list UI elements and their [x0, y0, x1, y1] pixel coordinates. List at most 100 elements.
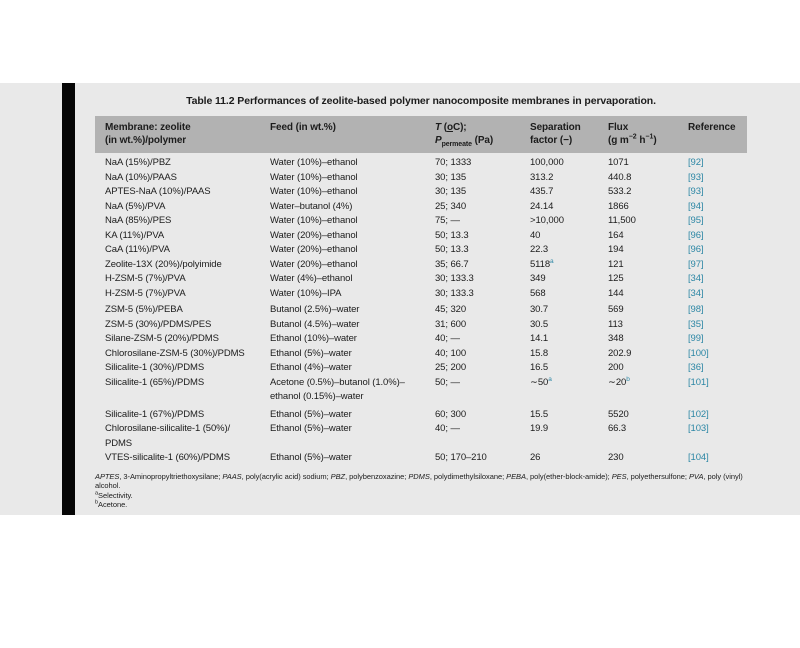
reference-link[interactable]: [103] [688, 423, 709, 434]
cell-flux: 1071 [608, 157, 629, 168]
reference-link[interactable]: [34] [688, 273, 704, 284]
cell-temperature-pressure: 40; — [435, 333, 460, 344]
table-row: NaA (15%)/PBZ Water (10%)–ethanol 70; 1333… [95, 156, 747, 171]
cell-temperature-pressure: 25; 200 [435, 362, 466, 373]
cell-reference: [96] [688, 229, 747, 244]
page-gray-band [0, 83, 800, 515]
cell-feed: Butanol (4.5%)–water [270, 318, 360, 330]
reference-link[interactable]: [96] [688, 244, 704, 255]
cell-feed: Ethanol (5%)–water [270, 347, 352, 359]
cell-feed: Water (20%)–ethanol [270, 244, 358, 255]
cell-reference: [34] [688, 287, 747, 302]
cell-reference: [104] [688, 451, 747, 466]
cell-membrane: NaA (15%)/PBZ [105, 157, 171, 168]
cell-feed: Ethanol (5%)–water [270, 423, 352, 434]
reference-link[interactable]: [35] [688, 318, 704, 330]
cell-reference: [97] [688, 258, 747, 273]
cell-membrane: H-ZSM-5 (7%)/PVA [105, 273, 186, 284]
table-row: NaA (85%)/PES Water (10%)–ethanol 75; — >10… [95, 214, 747, 229]
cell-reference: [34] [688, 272, 747, 287]
table-row: Silicalite-1 (67%)/PDMS Ethanol (5%)–wate… [95, 408, 747, 423]
reference-link[interactable]: [93] [688, 186, 704, 197]
cell-flux: 1866 [608, 200, 629, 212]
cell-membrane: KA (11%)/PVA [105, 229, 165, 241]
cell-membrane: Silicalite-1 (30%)/PDMS [105, 362, 205, 373]
cell-feed: Water (4%)–ethanol [270, 273, 353, 284]
cell-membrane: VTES-silicalite-1 (60%)/PDMS [105, 452, 230, 463]
table-row: ZSM-5 (5%)/PEBA Butanol (2.5%)–water 45; 3… [95, 303, 747, 318]
cell-membrane: ZSM-5 (5%)/PEBA [105, 304, 183, 315]
page-spine-bar [62, 83, 75, 515]
table-row: Silane-ZSM-5 (20%)/PDMS Ethanol (10%)–wat… [95, 332, 747, 347]
table-row: Silicalite-1 (30%)/PDMS Ethanol (4%)–wate… [95, 361, 747, 376]
cell-separation-factor: 26 [530, 452, 541, 463]
cell-membrane: APTES-NaA (10%)/PAAS [105, 186, 211, 197]
reference-link[interactable]: [96] [688, 229, 704, 241]
cell-temperature-pressure: 30; 135 [435, 171, 466, 183]
col-header-temperature-pressure: T (oC); Ppermeate (Pa) [435, 122, 494, 148]
cell-feed: Water (10%)–ethanol [270, 186, 358, 197]
reference-link[interactable]: [97] [688, 258, 704, 270]
cell-flux: ∼20b [608, 375, 630, 388]
cell-feed: Ethanol (4%)–water [270, 362, 352, 373]
cell-temperature-pressure: 50; 170–210 [435, 452, 487, 463]
cell-membrane: Chlorosilane-ZSM-5 (30%)/PDMS [105, 347, 245, 359]
table-row: Chlorosilane-silicalite-1 (50%)/PDMS Etha… [95, 422, 747, 451]
cell-temperature-pressure: 75; — [435, 215, 460, 226]
table-footnotes: APTES, 3-Aminopropyltriethoxysilane; PAA… [95, 472, 745, 510]
cell-feed: Water (10%)–ethanol [270, 171, 358, 183]
table-row: Chlorosilane-ZSM-5 (30%)/PDMS Ethanol (5%… [95, 347, 747, 362]
cell-temperature-pressure: 70; 1333 [435, 157, 472, 168]
cell-flux: 200 [608, 362, 624, 373]
cell-temperature-pressure: 45; 320 [435, 304, 466, 315]
cell-separation-factor: 15.8 [530, 347, 549, 359]
col-header-feed: Feed (in wt.%) [270, 122, 336, 133]
reference-link[interactable]: [36] [688, 362, 704, 373]
cell-feed: Ethanol (5%)–water [270, 408, 352, 420]
cell-feed: Water (20%)–ethanol [270, 229, 358, 241]
cell-reference: [95] [688, 214, 747, 229]
cell-feed: Water (10%)–ethanol [270, 215, 358, 226]
footnote-abbreviations: APTES, 3-Aminopropyltriethoxysilane; PAA… [95, 471, 743, 491]
cell-flux: 11,500 [608, 215, 636, 226]
cell-temperature-pressure: 25; 340 [435, 200, 466, 212]
cell-separation-factor: 349 [530, 273, 546, 284]
reference-link[interactable]: [104] [688, 452, 709, 463]
reference-link[interactable]: [95] [688, 215, 704, 226]
cell-reference: [100] [688, 347, 747, 362]
reference-link[interactable]: [93] [688, 171, 704, 183]
cell-reference: [96] [688, 243, 747, 258]
cell-temperature-pressure: 35; 66.7 [435, 258, 469, 270]
cell-reference: [93] [688, 185, 747, 200]
reference-link[interactable]: [34] [688, 287, 704, 299]
reference-link[interactable]: [101] [688, 376, 709, 388]
cell-separation-factor: 568 [530, 287, 546, 299]
reference-link[interactable]: [94] [688, 200, 704, 212]
cell-reference: [102] [688, 408, 747, 423]
cell-feed: Butanol (2.5%)–water [270, 304, 360, 315]
cell-feed: Water (10%)–ethanol [270, 157, 358, 168]
cell-flux: 144 [608, 287, 624, 299]
cell-membrane: NaA (10%)/PAAS [105, 171, 177, 183]
table-row: NaA (10%)/PAAS Water (10%)–ethanol 30; 135… [95, 171, 747, 186]
cell-flux: 194 [608, 244, 624, 255]
reference-link[interactable]: [92] [688, 157, 704, 168]
cell-reference: [98] [688, 303, 747, 318]
cell-flux: 230 [608, 452, 624, 463]
cell-separation-factor: >10,000 [530, 215, 564, 226]
reference-link[interactable]: [100] [688, 347, 709, 359]
cell-membrane: Silicalite-1 (65%)/PDMS [105, 376, 205, 388]
reference-link[interactable]: [99] [688, 333, 704, 344]
col-header-reference: Reference [688, 122, 736, 133]
cell-separation-factor: 16.5 [530, 362, 549, 373]
cell-flux: 5520 [608, 408, 629, 420]
cell-membrane: Silicalite-1 (67%)/PDMS [105, 408, 205, 420]
table-row: NaA (5%)/PVA Water–butanol (4%) 25; 340 24.… [95, 200, 747, 215]
cell-separation-factor: 24.14 [530, 200, 554, 212]
cell-membrane: NaA (85%)/PES [105, 215, 172, 226]
cell-temperature-pressure: 31; 600 [435, 318, 466, 330]
reference-link[interactable]: [102] [688, 408, 709, 420]
cell-membrane: ZSM-5 (30%)/PDMS/PES [105, 318, 212, 330]
table-11-2-container: Table 11.2 Performances of zeolite-based… [95, 83, 747, 510]
reference-link[interactable]: [98] [688, 304, 704, 315]
